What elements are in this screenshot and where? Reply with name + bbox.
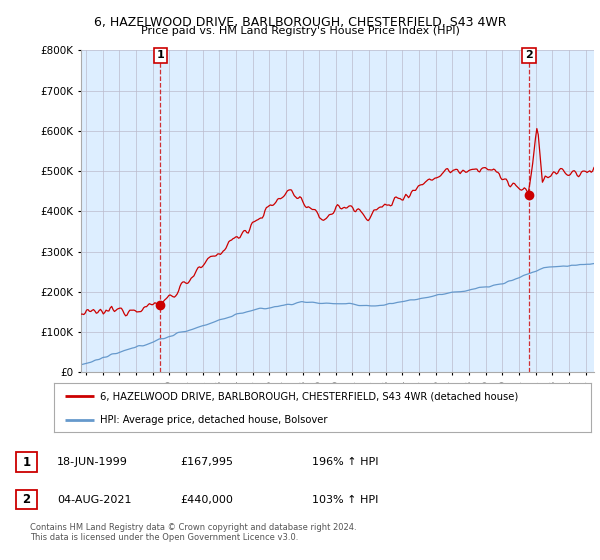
Text: £167,995: £167,995 bbox=[180, 457, 233, 467]
Text: 103% ↑ HPI: 103% ↑ HPI bbox=[312, 494, 379, 505]
Text: Price paid vs. HM Land Registry's House Price Index (HPI): Price paid vs. HM Land Registry's House … bbox=[140, 26, 460, 36]
Text: Contains HM Land Registry data © Crown copyright and database right 2024.
This d: Contains HM Land Registry data © Crown c… bbox=[30, 522, 356, 542]
Text: 04-AUG-2021: 04-AUG-2021 bbox=[57, 494, 131, 505]
Text: 18-JUN-1999: 18-JUN-1999 bbox=[57, 457, 128, 467]
Text: £440,000: £440,000 bbox=[180, 494, 233, 505]
Text: 1: 1 bbox=[157, 50, 164, 60]
Text: 6, HAZELWOOD DRIVE, BARLBOROUGH, CHESTERFIELD, S43 4WR (detached house): 6, HAZELWOOD DRIVE, BARLBOROUGH, CHESTER… bbox=[100, 391, 518, 402]
Text: 2: 2 bbox=[22, 493, 31, 506]
Text: 196% ↑ HPI: 196% ↑ HPI bbox=[312, 457, 379, 467]
Text: 1: 1 bbox=[22, 455, 31, 469]
Text: 2: 2 bbox=[525, 50, 533, 60]
Text: HPI: Average price, detached house, Bolsover: HPI: Average price, detached house, Bols… bbox=[100, 415, 327, 425]
Text: 6, HAZELWOOD DRIVE, BARLBOROUGH, CHESTERFIELD, S43 4WR: 6, HAZELWOOD DRIVE, BARLBOROUGH, CHESTER… bbox=[94, 16, 506, 29]
